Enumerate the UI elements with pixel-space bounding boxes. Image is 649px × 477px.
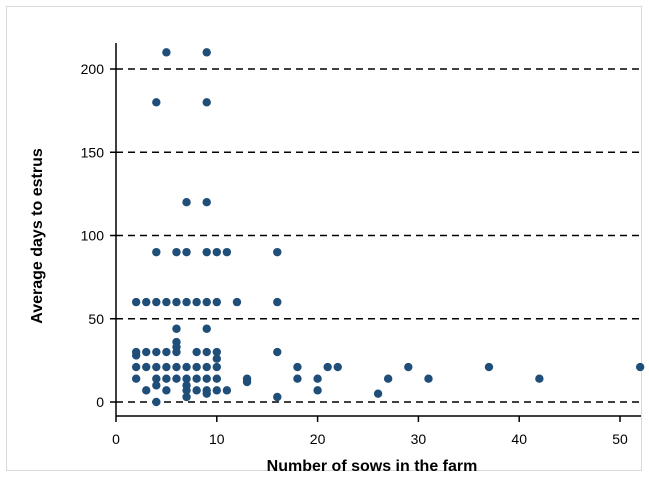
data-point xyxy=(273,247,282,257)
data-point xyxy=(152,362,161,372)
data-point xyxy=(162,48,171,57)
data-point xyxy=(162,386,171,395)
y-tick-label: 100 xyxy=(81,228,105,244)
data-point xyxy=(202,324,211,333)
data-point xyxy=(484,362,494,372)
y-axis-title: Average days to estrus xyxy=(29,148,46,324)
data-point xyxy=(172,362,181,372)
data-point xyxy=(373,389,383,398)
data-point xyxy=(222,386,232,395)
data-point xyxy=(131,362,141,372)
data-point xyxy=(212,374,221,383)
data-point xyxy=(293,362,302,372)
data-point xyxy=(162,347,171,357)
data-point xyxy=(273,297,282,307)
y-tick-label: 50 xyxy=(88,311,104,327)
data-point xyxy=(202,247,211,257)
data-point xyxy=(182,247,191,257)
data-point xyxy=(182,386,191,395)
data-point xyxy=(202,389,211,398)
data-point xyxy=(404,362,413,372)
x-tick-label: 0 xyxy=(112,431,120,447)
data-point xyxy=(383,374,393,383)
data-point xyxy=(142,386,151,395)
data-point xyxy=(202,347,211,357)
data-point xyxy=(182,362,191,372)
data-point xyxy=(152,98,161,107)
data-point xyxy=(202,48,211,57)
data-point xyxy=(202,374,211,383)
x-tick-label: 30 xyxy=(411,431,427,447)
data-point xyxy=(192,374,201,383)
data-point xyxy=(142,347,151,357)
data-point xyxy=(212,297,221,307)
data-point xyxy=(323,362,332,372)
data-point xyxy=(192,347,201,357)
data-point xyxy=(293,374,302,383)
x-tick-label: 20 xyxy=(310,431,326,447)
data-point xyxy=(535,374,544,383)
data-point xyxy=(202,198,211,207)
data-point xyxy=(273,347,282,357)
data-point xyxy=(333,362,342,372)
data-point xyxy=(162,297,171,307)
data-point xyxy=(192,386,201,395)
data-point xyxy=(313,386,322,395)
data-point xyxy=(142,297,151,307)
data-point xyxy=(202,297,211,307)
data-point xyxy=(313,374,322,383)
x-tick-label: 10 xyxy=(209,431,225,447)
data-point xyxy=(182,297,191,307)
data-point xyxy=(212,347,221,357)
data-points xyxy=(131,48,645,407)
data-point xyxy=(162,374,171,383)
data-point xyxy=(212,247,221,257)
chart-frame xyxy=(6,6,642,471)
data-point xyxy=(131,374,141,383)
data-point xyxy=(172,297,181,307)
data-point xyxy=(172,247,181,257)
data-point xyxy=(152,297,161,307)
data-point xyxy=(202,362,211,372)
data-point xyxy=(182,374,191,383)
x-tick-label: 40 xyxy=(511,431,527,447)
data-point xyxy=(182,392,191,402)
data-point xyxy=(152,247,161,257)
data-point xyxy=(152,397,161,407)
data-point xyxy=(212,354,221,363)
data-point xyxy=(202,98,211,107)
data-point xyxy=(212,362,221,372)
data-point xyxy=(162,362,171,372)
data-point xyxy=(635,362,645,372)
gridlines xyxy=(116,68,641,403)
x-axis-ticks: 0 10 20 30 40 50 xyxy=(112,416,628,447)
data-point xyxy=(232,297,242,307)
data-point xyxy=(242,377,252,387)
data-point xyxy=(131,297,141,307)
data-point xyxy=(182,198,191,207)
data-point xyxy=(222,247,232,257)
data-point xyxy=(172,347,181,357)
x-tick-label: 50 xyxy=(612,431,628,447)
data-point xyxy=(172,324,181,333)
data-point xyxy=(424,374,433,383)
data-point xyxy=(152,381,161,390)
data-point xyxy=(192,297,201,307)
data-point xyxy=(212,386,221,395)
data-point xyxy=(142,362,151,372)
data-point xyxy=(152,347,161,357)
y-axis-ticks: 0 50 100 150 200 xyxy=(81,61,116,410)
y-tick-label: 0 xyxy=(96,394,104,410)
data-point xyxy=(172,374,181,383)
y-tick-label: 150 xyxy=(81,144,105,160)
x-axis-title: Number of sows in the farm xyxy=(267,458,478,475)
data-point xyxy=(273,392,282,402)
y-tick-label: 200 xyxy=(81,61,105,77)
data-point xyxy=(152,374,161,383)
data-point xyxy=(131,351,141,360)
data-point xyxy=(192,362,201,372)
